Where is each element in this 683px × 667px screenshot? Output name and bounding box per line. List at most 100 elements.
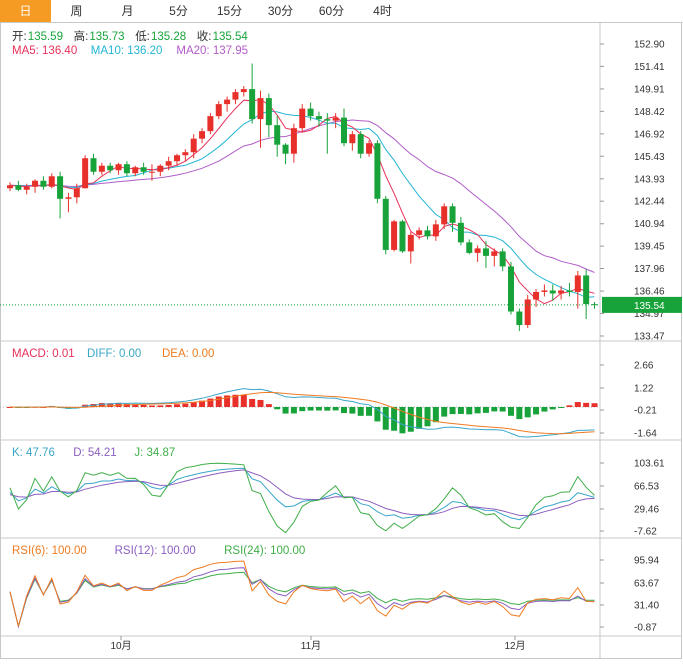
macd-tick-label: 1.22 — [634, 384, 654, 395]
kdj-tick-label: -7.62 — [634, 527, 657, 538]
rsi6-line — [9, 560, 595, 627]
macd-bar — [416, 407, 423, 429]
macd-bar — [190, 402, 197, 407]
chart-area[interactable]: 152.90 151.41 149.91 148.42 146.92 145.43 143.… — [0, 22, 683, 667]
candle-body — [574, 275, 581, 292]
macd-bar — [541, 407, 548, 412]
tab-day[interactable]: 日 — [0, 0, 51, 22]
candle-body — [48, 176, 55, 187]
macd-bar — [174, 404, 180, 407]
macd-bar — [324, 407, 331, 411]
x-axis-label: 11月 — [301, 640, 321, 652]
macd-bar — [482, 407, 489, 413]
candle-body — [558, 290, 565, 294]
candle-body — [566, 290, 573, 292]
macd-tick-label: -1.64 — [634, 429, 657, 440]
macd-bar — [491, 407, 498, 412]
candle-body — [432, 224, 439, 237]
macd-bar — [591, 403, 598, 407]
candle-body — [424, 230, 431, 237]
candle-body — [257, 98, 264, 120]
candle-body — [457, 222, 464, 243]
indicator-legend-item: RSI(12): 100.00 — [115, 545, 196, 557]
tab-5min[interactable]: 5分 — [169, 4, 188, 18]
candle-body — [224, 99, 231, 105]
tab-month[interactable]: 月 — [121, 4, 134, 18]
candle-body — [207, 116, 214, 132]
candle-body — [482, 248, 489, 256]
macd-tick-label: -0.21 — [634, 406, 657, 417]
ma-legend-item: MA20: 137.95 — [176, 45, 248, 57]
macd-bar — [374, 407, 381, 422]
macd-bar — [407, 407, 414, 432]
candle-body — [265, 98, 272, 126]
macd-bar — [274, 407, 281, 410]
price-tick-label: 145.43 — [634, 152, 665, 163]
candle-body — [541, 290, 548, 292]
ohlc-label: 开: — [12, 31, 27, 43]
candle-body — [232, 92, 239, 100]
macd-bar — [574, 402, 581, 407]
candle-body — [407, 234, 414, 252]
macd-bar — [307, 407, 314, 411]
candle-body — [290, 128, 297, 154]
candle-body — [165, 161, 172, 166]
candle-body — [399, 221, 406, 252]
candle-body — [199, 131, 206, 139]
macd-bar — [315, 407, 322, 411]
tab-60min[interactable]: 60分 — [318, 4, 345, 18]
price-tick-label: 152.90 — [634, 40, 665, 51]
macd-bar — [232, 394, 239, 407]
macd-bar — [474, 407, 481, 414]
candle-body — [249, 89, 256, 120]
tab-week[interactable]: 周 — [70, 4, 83, 18]
price-tick-label: 149.91 — [634, 84, 665, 95]
macd-bar — [282, 407, 289, 414]
macd-bar — [558, 407, 565, 408]
candle-body — [157, 165, 164, 172]
candle-body — [524, 299, 531, 326]
macd-bar — [182, 403, 189, 407]
price-tick-label: 136.46 — [634, 287, 665, 298]
macd-bar — [391, 407, 398, 431]
macd-bar — [499, 407, 506, 412]
candle-body — [40, 180, 47, 187]
macd-bar — [332, 407, 339, 411]
macd-bar — [508, 407, 514, 416]
dea-line — [9, 391, 595, 435]
macd-bar — [341, 407, 347, 414]
candle-body — [466, 242, 473, 253]
macd-bar — [516, 407, 523, 420]
macd-bar — [457, 407, 464, 414]
candle-body — [349, 134, 356, 144]
ma-legend-item: MA10: 136.20 — [91, 45, 163, 57]
macd-bar — [566, 405, 573, 407]
macd-bar — [165, 405, 172, 407]
macd-bar — [524, 407, 531, 418]
price-tick-label: 151.41 — [634, 62, 665, 73]
macd-bar — [199, 400, 206, 407]
macd-bar — [207, 398, 214, 407]
tab-30min[interactable]: 30分 — [267, 4, 294, 18]
indicator-legend-item: J: 34.87 — [134, 447, 175, 459]
candle-body — [15, 185, 22, 190]
last-price-label: 135.54 — [634, 301, 665, 312]
macd-bar — [224, 395, 231, 407]
ohlc-label: 高: — [74, 29, 89, 43]
candle-body — [499, 251, 506, 267]
candle-body — [132, 167, 139, 174]
macd-bar — [299, 407, 306, 412]
tab-15min[interactable]: 15分 — [216, 4, 243, 18]
kdj-tick-label: 103.61 — [634, 459, 665, 470]
x-axis-label: 12月 — [504, 640, 525, 652]
candle-body — [23, 186, 30, 190]
candle-body — [508, 266, 514, 312]
candle-body — [32, 180, 39, 187]
price-tick-label: 146.92 — [634, 129, 665, 140]
macd-bar — [290, 407, 297, 414]
macd-bar — [349, 407, 356, 414]
indicator-legend-item: DEA: 0.00 — [162, 348, 214, 360]
ohlc-value: 135.28 — [151, 31, 186, 43]
indicator-legend-item: MACD: 0.01 — [12, 348, 75, 360]
tab-4hour[interactable]: 4时 — [373, 4, 392, 18]
